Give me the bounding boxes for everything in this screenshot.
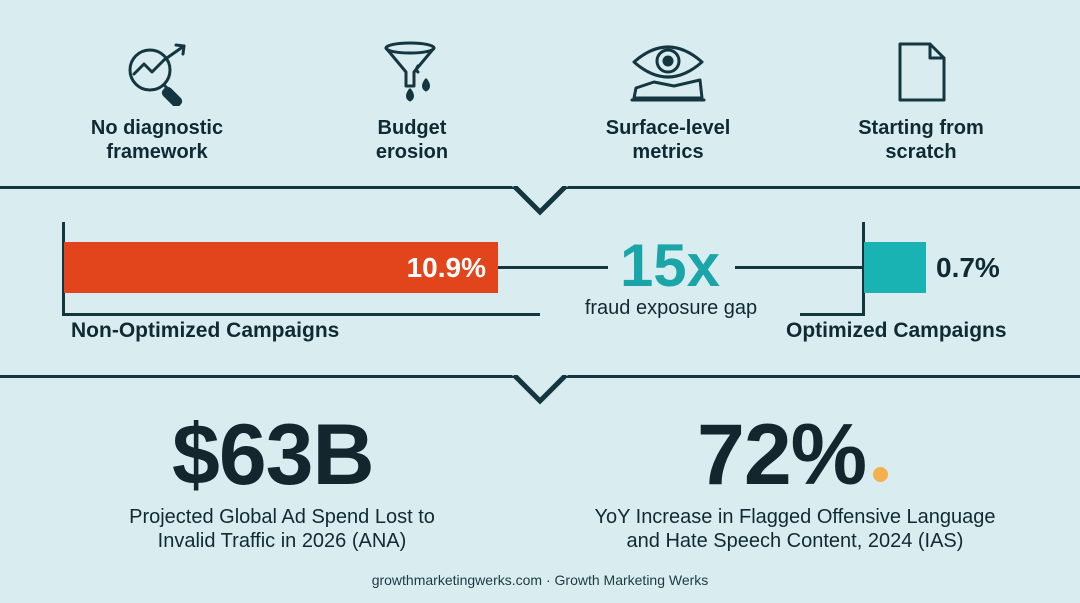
multiplier-caption: fraud exposure gap — [584, 297, 758, 319]
right-axis-vertical — [862, 222, 865, 316]
issue-label-no-framework: No diagnostic framework — [90, 117, 224, 163]
eye-map-icon — [630, 40, 706, 104]
non-optimized-label: Non-Optimized Campaigns — [71, 319, 340, 342]
connector-right — [735, 266, 865, 269]
left-axis-vertical — [62, 222, 65, 316]
stat-ad-spend-lost: $63B — [172, 407, 375, 503]
optimized-bar — [864, 242, 926, 293]
funnel-drops-icon — [382, 40, 442, 106]
connector-left — [498, 266, 608, 269]
stat-ad-spend-description: Projected Global Ad Spend Lost to Invali… — [129, 506, 435, 552]
issue-label-surface-metrics: Surface-level metrics — [605, 117, 731, 163]
stat-offensive-increase: 72% — [697, 407, 867, 503]
footer-credit: growthmarketingwerks.com · Growth Market… — [371, 572, 709, 588]
magnifier-chart-icon — [120, 40, 196, 106]
accent-dot — [873, 467, 888, 482]
chevron-down-icon — [512, 375, 568, 405]
stat-offensive-description: YoY Increase in Flagged Offensive Langua… — [594, 506, 996, 552]
multiplier-value: 15x — [619, 232, 721, 299]
left-axis-baseline — [62, 313, 540, 316]
blank-document-icon — [896, 40, 948, 104]
non-optimized-bar: 10.9% — [64, 242, 498, 293]
chevron-down-icon — [512, 186, 568, 216]
issue-label-budget-erosion: Budget erosion — [375, 117, 449, 163]
issue-label-starting-scratch: Starting from scratch — [858, 117, 984, 163]
right-axis-baseline — [800, 313, 865, 316]
optimized-label: Optimized Campaigns — [786, 319, 1007, 342]
optimized-value: 0.7% — [936, 252, 1000, 283]
non-optimized-value: 10.9% — [406, 252, 486, 283]
